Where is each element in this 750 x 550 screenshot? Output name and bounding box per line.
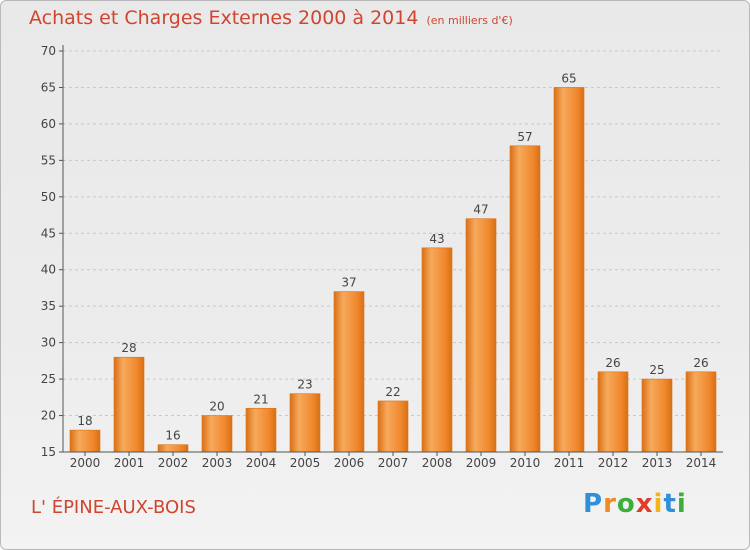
data-label: 21 [253,392,268,406]
y-tick-label: 35 [41,299,56,313]
x-tick-label: 2012 [598,456,629,470]
x-tick-label: 2009 [466,456,497,470]
commune-name: L' ÉPINE-AUX-BOIS [31,497,196,518]
data-label: 20 [209,400,224,414]
logo-letter: o [616,489,636,519]
x-tick-label: 2008 [422,456,453,470]
x-tick-label: 2002 [158,456,189,470]
data-label: 65 [561,71,576,85]
data-label: 47 [473,203,488,217]
bar [201,415,233,453]
y-tick-label: 25 [41,372,56,386]
bar [685,371,717,453]
x-tick-label: 2013 [642,456,673,470]
bar [69,429,101,453]
y-tick-label: 15 [41,445,56,459]
data-label: 43 [429,232,444,246]
bar [465,218,497,453]
y-tick-label: 55 [41,153,56,167]
x-tick-label: 2003 [202,456,233,470]
bar [245,407,277,453]
bar [113,356,145,453]
bar [553,87,585,453]
logo-letter: x [635,489,654,519]
x-tick-label: 2005 [290,456,321,470]
logo-letter: i [676,489,687,519]
bar [641,378,673,453]
bar [597,371,629,453]
y-tick-label: 45 [41,226,56,240]
chart-title-text: Achats et Charges Externes 2000 à 2014 [29,7,419,29]
bar [509,145,541,453]
y-tick-label: 20 [41,409,56,423]
bar [157,444,189,453]
chart-title: Achats et Charges Externes 2000 à 2014 (e… [29,7,513,29]
data-label: 23 [297,378,312,392]
y-tick-label: 60 [41,117,56,131]
y-tick-label: 50 [41,190,56,204]
logo-letter: r [603,489,617,519]
data-label: 18 [77,414,92,428]
data-label: 16 [165,429,180,443]
x-tick-label: 2000 [70,456,101,470]
data-label: 26 [693,356,708,370]
data-label: 28 [121,341,136,355]
x-tick-label: 2007 [378,456,409,470]
bar [421,247,453,453]
x-tick-label: 2001 [114,456,145,470]
proxiti-logo: Proxiti [583,489,687,519]
x-tick-label: 2011 [554,456,585,470]
x-tick-label: 2010 [510,456,541,470]
logo-letter: t [663,489,677,519]
data-label: 25 [649,363,664,377]
logo-letter: i [653,489,664,519]
y-tick-label: 70 [41,44,56,58]
data-label: 26 [605,356,620,370]
y-tick-label: 65 [41,80,56,94]
x-tick-label: 2006 [334,456,365,470]
data-label: 22 [385,385,400,399]
y-tick-label: 30 [41,336,56,350]
data-label: 37 [341,276,356,290]
y-tick-label: 40 [41,263,56,277]
bar [289,393,321,453]
bar [377,400,409,453]
x-tick-label: 2014 [686,456,717,470]
x-tick-label: 2004 [246,456,277,470]
data-label: 57 [517,130,532,144]
logo-letter: P [583,489,604,519]
bar [333,291,365,453]
chart-unit: (en milliers d'€) [426,14,513,27]
